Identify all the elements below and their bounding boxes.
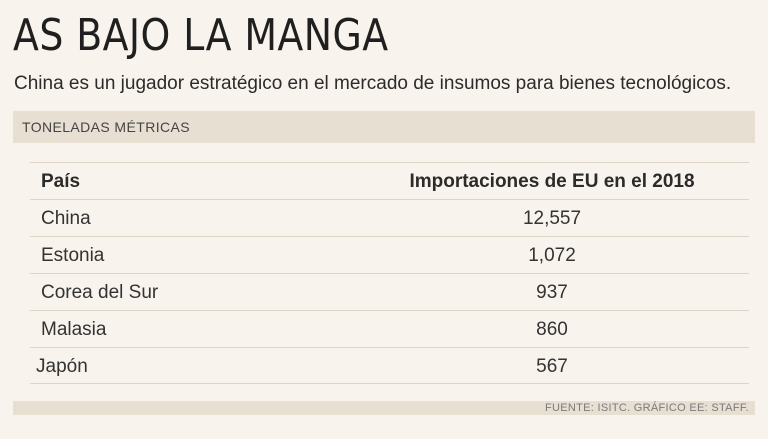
chart-title: AS BAJO LA MANGA (13, 10, 389, 61)
table-row: Japón 567 (30, 347, 749, 384)
row-value: 860 (536, 319, 568, 340)
row-country: China (41, 208, 91, 229)
table-header-row: País Importaciones de EU en el 2018 (30, 162, 749, 199)
source-note: FUENTE: ISITC. GRÁFICO EE: STAFF. (544, 402, 749, 414)
chart-subtitle: China es un jugador estratégico en el me… (14, 73, 732, 94)
table-row: Estonia 1,072 (30, 236, 749, 273)
row-value: 567 (536, 356, 568, 377)
units-label: TONELADAS MÉTRICAS (22, 119, 190, 135)
row-value: 12,557 (522, 208, 582, 229)
row-value: 937 (536, 282, 568, 303)
row-value: 1,072 (528, 245, 576, 266)
row-country: Malasia (41, 319, 107, 340)
table-row: China 12,557 (30, 199, 749, 236)
table-row: Corea del Sur 937 (30, 273, 749, 310)
units-bar: TONELADAS MÉTRICAS (13, 111, 755, 143)
column-header-country: País (41, 171, 81, 192)
column-header-imports: Importaciones de EU en el 2018 (409, 171, 695, 192)
row-country: Japón (36, 356, 88, 377)
row-country: Corea del Sur (41, 282, 159, 303)
footer-bar: FUENTE: ISITC. GRÁFICO EE: STAFF. (13, 401, 755, 415)
data-table: País Importaciones de EU en el 2018 Chin… (30, 162, 749, 384)
row-country: Estonia (41, 245, 105, 266)
table-row: Malasia 860 (30, 310, 749, 347)
